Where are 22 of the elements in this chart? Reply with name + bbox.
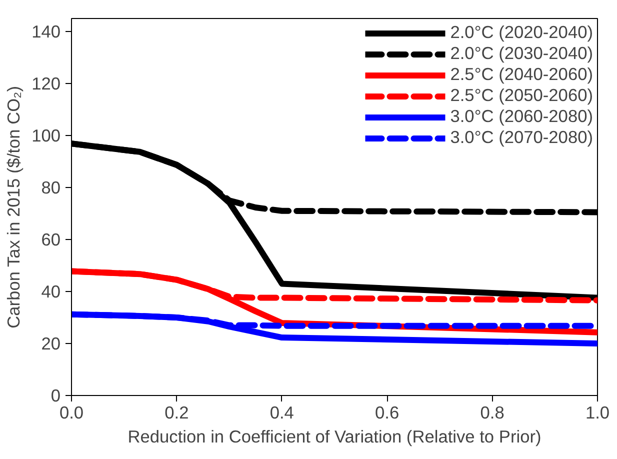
- legend-label: 2.5°C (2050-2060): [450, 85, 593, 106]
- y-axis-title: Carbon Tax in 2015 ($/ton CO₂): [4, 86, 24, 328]
- y-tick-label: 120: [32, 74, 61, 94]
- y-tick-label: 80: [41, 178, 61, 198]
- x-tick-label: 0.0: [59, 402, 84, 422]
- x-tick-label: 0.2: [164, 402, 189, 422]
- y-tick-label: 40: [41, 282, 61, 302]
- y-tick-label: 100: [32, 126, 61, 146]
- legend-label: 3.0°C (2060-2080): [450, 106, 593, 127]
- y-tick-label: 20: [41, 334, 61, 354]
- x-axis-title: Reduction in Coefficient of Variation (Relative to Prior): [128, 426, 542, 446]
- x-tick-label: 0.4: [270, 402, 294, 422]
- y-tick-label: 140: [32, 22, 61, 42]
- x-tick-label: 1.0: [585, 402, 610, 422]
- legend-label: 2.0°C (2020-2040): [450, 22, 593, 43]
- y-tick-label: 0: [50, 386, 61, 406]
- x-tick-label: 0.8: [480, 402, 504, 422]
- x-tick-label: 0.6: [375, 402, 400, 422]
- legend-label: 3.0°C (2070-2080): [450, 127, 593, 148]
- legend-label: 2.0°C (2030-2040): [450, 43, 593, 64]
- y-tick-label: 60: [41, 230, 61, 250]
- legend-label: 2.5°C (2040-2060): [450, 64, 593, 85]
